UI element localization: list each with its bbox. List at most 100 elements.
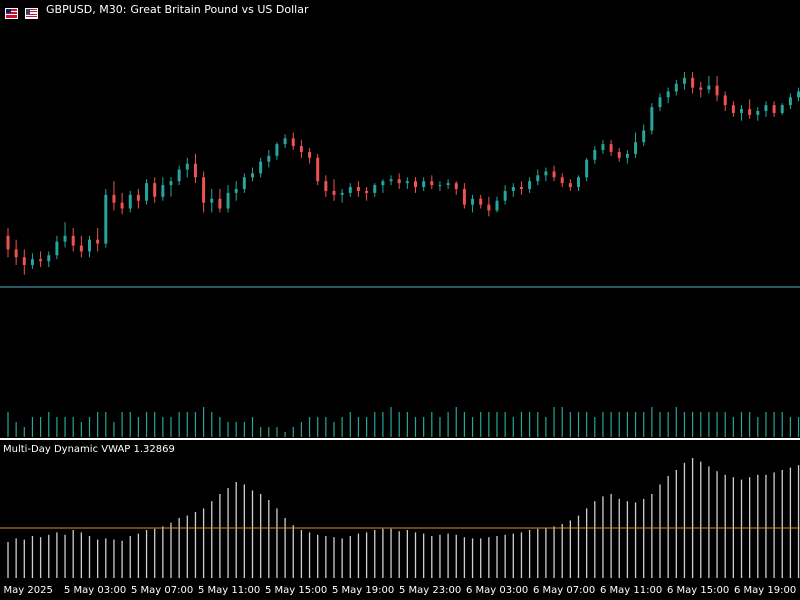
candle-body: [682, 77, 686, 84]
candlestick-series: [6, 72, 800, 275]
indicator-label: Multi-Day Dynamic VWAP 1.32869: [3, 444, 175, 455]
candle-body: [316, 157, 320, 182]
candle-body: [71, 235, 75, 246]
candle-body: [593, 150, 597, 160]
candle-body: [275, 144, 279, 156]
candle-body: [308, 151, 312, 158]
candle-body: [389, 179, 393, 182]
candle-body: [422, 181, 426, 188]
candle-body: [283, 138, 287, 145]
candle-body: [47, 255, 51, 262]
candle-body: [772, 105, 776, 113]
candle-body: [544, 171, 548, 176]
candle-body: [226, 192, 230, 209]
candle-body: [63, 235, 67, 242]
time-axis[interactable]: 2 May 2025 5 May 03:00 5 May 07:00 5 May…: [0, 582, 800, 600]
time-tick-label: 6 May 11:00: [600, 585, 663, 596]
candle-body: [234, 189, 238, 193]
candle-body: [617, 151, 621, 158]
chart-header: GBPUSD, M30: Great Britain Pound vs US Do…: [0, 0, 800, 20]
candle-body: [577, 177, 580, 188]
candle-body: [748, 109, 752, 115]
candle-body: [699, 87, 703, 90]
candle-body: [560, 177, 564, 184]
candle-body: [348, 187, 352, 193]
candle-body: [756, 111, 760, 115]
symbol-description: Great Britain Pound vs US Dollar: [130, 3, 309, 16]
candle-body: [414, 181, 417, 188]
candle-body: [405, 181, 409, 184]
candle-body: [373, 185, 377, 193]
time-tick-label: 6 May 15:00: [667, 585, 730, 596]
candle-body: [601, 144, 605, 150]
candle-body: [128, 194, 132, 209]
candle-body: [397, 179, 401, 184]
candle-body: [120, 202, 124, 209]
candle-body: [707, 85, 711, 90]
candle-body: [691, 77, 695, 88]
candle-body: [430, 181, 434, 186]
candle-body: [39, 259, 43, 262]
candle-body: [797, 91, 800, 98]
candle-body: [536, 175, 540, 182]
candle-body: [552, 171, 556, 178]
chart-title: GBPUSD, M30: Great Britain Pound vs US Do…: [46, 3, 308, 16]
candle-body: [6, 235, 10, 250]
candle-body: [780, 105, 784, 113]
candle-body: [136, 194, 140, 201]
candle-body: [609, 144, 613, 152]
candle-body: [55, 241, 59, 256]
candle-body: [642, 130, 646, 143]
candle-body: [193, 163, 197, 178]
candle-body: [169, 181, 173, 186]
candle-body: [324, 181, 328, 191]
candle-body: [666, 91, 670, 98]
candle-body: [104, 194, 108, 244]
candle-body: [479, 198, 483, 205]
candle-body: [438, 185, 442, 187]
candle-body: [519, 187, 523, 189]
candle-body: [251, 173, 254, 178]
pane-divider[interactable]: [0, 438, 800, 440]
candle-body: [381, 181, 385, 186]
candle-body: [202, 177, 206, 203]
time-tick-label: 5 May 19:00: [332, 585, 395, 596]
candle-body: [471, 198, 475, 205]
candle-body: [218, 198, 222, 209]
symbol-label: GBPUSD, M30:: [46, 3, 127, 16]
candle-body: [511, 187, 515, 191]
candle-body: [14, 249, 18, 258]
time-tick-label: 2 May 2025: [0, 585, 53, 596]
candle-body: [462, 189, 466, 205]
price-chart-canvas[interactable]: [0, 0, 800, 582]
candle-body: [161, 185, 165, 197]
candle-body: [658, 97, 662, 108]
volume-series: [7, 407, 800, 437]
candle-body: [650, 107, 654, 131]
candle-body: [299, 146, 303, 152]
candle-body: [177, 169, 181, 182]
candle-body: [625, 153, 629, 158]
candle-body: [112, 194, 116, 203]
flag-us-icon: [25, 4, 38, 19]
candle-body: [88, 239, 91, 252]
candle-body: [356, 187, 360, 191]
candle-body: [145, 183, 149, 201]
time-tick-label: 6 May 03:00: [466, 585, 529, 596]
time-tick-label: 5 May 15:00: [265, 585, 328, 596]
candle-body: [242, 177, 246, 189]
candle-body: [210, 198, 214, 203]
candle-body: [487, 204, 491, 211]
candle-body: [446, 183, 450, 186]
time-tick-label: 6 May 07:00: [533, 585, 596, 596]
candle-body: [259, 161, 263, 174]
candle-body: [740, 109, 743, 113]
candle-body: [96, 239, 100, 244]
candle-body: [340, 192, 344, 195]
candle-body: [153, 183, 157, 197]
time-tick-label: 5 May 23:00: [399, 585, 462, 596]
candle-body: [568, 183, 572, 188]
candle-body: [495, 200, 499, 211]
candle-body: [731, 105, 735, 113]
time-tick-label: 5 May 03:00: [64, 585, 127, 596]
